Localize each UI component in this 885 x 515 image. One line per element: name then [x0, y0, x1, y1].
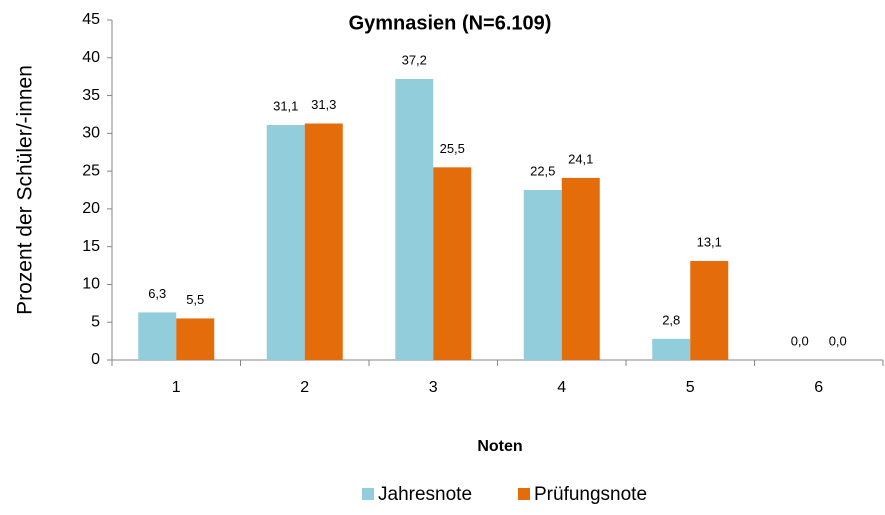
value-label: 2,8 — [662, 312, 680, 327]
y-tick-label: 25 — [82, 162, 100, 179]
bar — [266, 125, 305, 361]
value-label: 5,5 — [186, 292, 204, 307]
y-tick-label: 30 — [82, 125, 100, 142]
y-tick-label: 0 — [91, 351, 100, 368]
x-tick-label: 1 — [172, 379, 181, 396]
y-tick-label: 5 — [91, 313, 100, 330]
bar — [652, 338, 691, 360]
legend-label: Jahresnote — [378, 484, 472, 505]
value-label: 31,3 — [311, 97, 336, 112]
y-tick-label: 15 — [82, 238, 100, 255]
bar — [561, 177, 600, 360]
value-label: 0,0 — [829, 333, 847, 348]
y-tick-label: 10 — [82, 276, 100, 293]
bar — [433, 167, 472, 360]
legend-swatch — [518, 488, 530, 500]
value-label: 37,2 — [402, 52, 427, 67]
y-axis-label: Prozent der Schüler/-innen — [14, 65, 37, 315]
bar — [395, 78, 434, 360]
bar — [523, 190, 562, 360]
y-tick-label: 20 — [82, 200, 100, 217]
value-label: 31,1 — [273, 98, 298, 113]
y-tick-label: 45 — [82, 11, 100, 28]
x-tick-label: 2 — [300, 379, 309, 396]
legend-swatch — [362, 488, 374, 500]
value-label: 24,1 — [568, 151, 593, 166]
x-axis-label: Noten — [477, 438, 522, 455]
bar — [304, 123, 343, 360]
value-label: 22,5 — [530, 163, 555, 178]
x-tick-label: 3 — [429, 379, 438, 396]
value-label: 6,3 — [148, 286, 166, 301]
bar — [176, 318, 215, 360]
x-tick-label: 5 — [686, 379, 695, 396]
legend-label: Prüfungsnote — [534, 484, 647, 505]
x-tick-label: 4 — [557, 379, 566, 396]
value-label: 25,5 — [440, 141, 465, 156]
y-tick-label: 35 — [82, 87, 100, 104]
y-tick-label: 40 — [82, 49, 100, 66]
value-label: 13,1 — [697, 234, 722, 249]
x-tick-label: 6 — [814, 379, 823, 396]
bar — [138, 312, 177, 360]
chart-title: Gymnasien (N=6.109) — [349, 12, 552, 34]
bar — [690, 261, 729, 360]
value-label: 0,0 — [791, 333, 809, 348]
